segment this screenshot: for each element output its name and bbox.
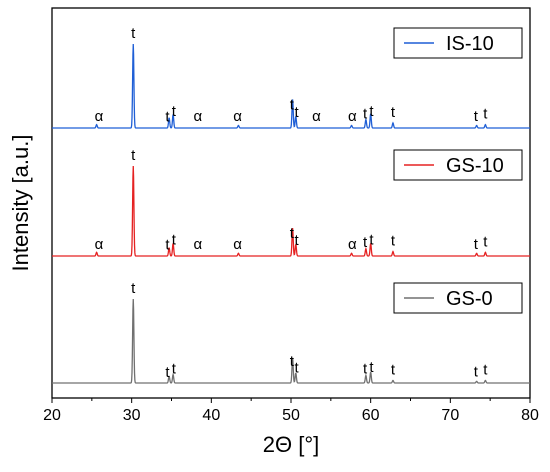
- gs-10-peak-label: t: [391, 233, 396, 250]
- gs-10-peak-label: α: [193, 236, 202, 253]
- legends-layer: IS-10 GS-10 GS-0: [393, 27, 523, 314]
- is-10-peak-label: t: [483, 106, 488, 123]
- gs-0-peak-label: t: [363, 361, 368, 378]
- is-10-peak-label: t: [369, 103, 374, 120]
- gs-0-peak-label: t: [165, 364, 170, 381]
- is-10-peak-label: t: [474, 108, 479, 125]
- gs-10-trace: [52, 165, 530, 257]
- is-10-peak-label: t: [172, 103, 177, 120]
- gs-10-peak-label: α: [233, 236, 242, 253]
- is-10-peak-label: t: [165, 109, 170, 126]
- gs-0-peak-label: t: [290, 353, 295, 370]
- is-10-peak-label: t: [131, 25, 136, 42]
- is-10-peak-label: α: [312, 108, 321, 125]
- is-10-peak-label: α: [95, 108, 104, 125]
- is-10-trace: [52, 43, 530, 129]
- is-10-peak-label: α: [193, 108, 202, 125]
- is-10-legend-label: IS-10: [446, 33, 494, 55]
- gs-0-peak-label: t: [172, 360, 177, 377]
- traces-layer: [52, 43, 530, 384]
- is-10-peak-label: t: [290, 97, 295, 114]
- gs-0-trace: [52, 298, 530, 384]
- x-tick-label: 30: [123, 407, 141, 424]
- gs-0-peak-label: t: [483, 361, 488, 378]
- gs-10-peak-label: t: [290, 225, 295, 242]
- is-10-peak-label: t: [391, 104, 396, 121]
- gs-10-peak-label: α: [95, 236, 104, 253]
- x-tick-label: 20: [43, 407, 61, 424]
- gs-10-peak-label: t: [483, 233, 488, 250]
- gs-10-peak-label: t: [172, 231, 177, 248]
- x-tick-label: 50: [282, 407, 300, 424]
- is-10-peak-label: α: [233, 108, 242, 125]
- x-axis-title: 2Θ [°]: [263, 432, 319, 457]
- x-tick-label: 80: [521, 407, 539, 424]
- y-axis-title: Intensity [a.u.]: [8, 135, 33, 272]
- x-tick-label: 40: [202, 407, 220, 424]
- x-axis: 20 30 40 50 60 70 80: [43, 398, 539, 424]
- gs-10-peak-label: t: [294, 232, 299, 249]
- gs-10-peak-label: t: [363, 234, 368, 251]
- gs-10-peak-label: t: [474, 236, 479, 253]
- gs-0-peak-label: t: [369, 359, 374, 376]
- plot-frame: [51, 7, 531, 399]
- gs-0-peak-label: t: [131, 280, 136, 297]
- x-tick-label: 70: [441, 407, 459, 424]
- gs-10-peak-label: α: [348, 236, 357, 253]
- gs-0-legend-label: GS-0: [446, 288, 493, 310]
- is-10-peak-label: α: [348, 108, 357, 125]
- gs-10-peak-label: t: [165, 237, 170, 254]
- gs-0-peak-label: t: [391, 361, 396, 378]
- is-10-peak-label: t: [363, 105, 368, 122]
- x-tick-label: 60: [362, 407, 380, 424]
- gs-0-peak-label: t: [474, 363, 479, 380]
- gs-10-legend-label: GS-10: [446, 155, 504, 177]
- gs-0-peak-label: t: [294, 360, 299, 377]
- gs-10-peak-label: t: [131, 147, 136, 164]
- is-10-peak-label: t: [294, 104, 299, 121]
- gs-10-peak-label: t: [369, 231, 374, 248]
